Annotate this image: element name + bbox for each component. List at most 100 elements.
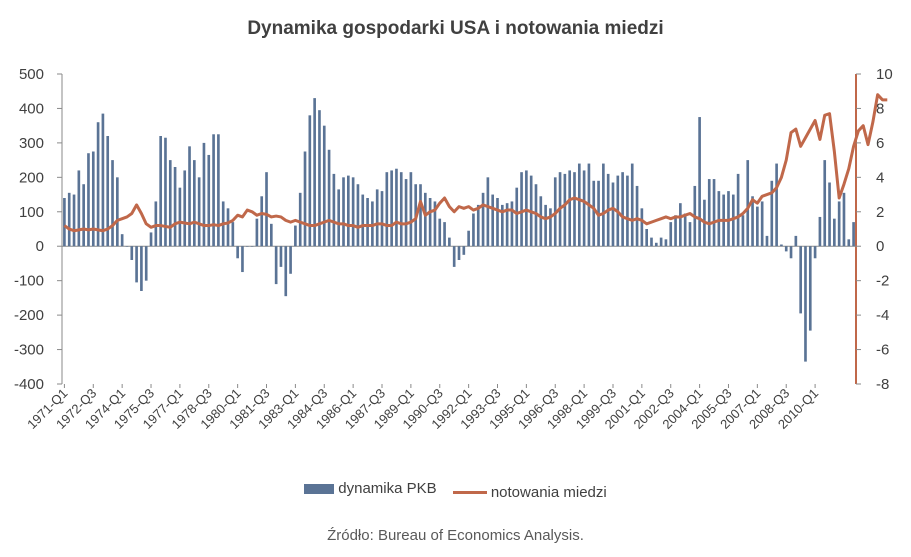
y-tick-label: -300 — [14, 342, 44, 359]
pkb-bar — [173, 167, 177, 247]
pkb-bar — [245, 246, 249, 247]
source-note: Źródło: Bureau of Economics Analysis. — [327, 527, 584, 544]
pkb-bar — [342, 177, 345, 247]
pkb-bar — [510, 201, 514, 247]
pkb-bar — [847, 239, 851, 247]
pkb-bar — [96, 122, 100, 247]
pkb-bar — [197, 177, 201, 247]
chart-title: Dynamika gospodarki USA i notowania mied… — [247, 18, 664, 39]
pkb-bar — [289, 246, 292, 274]
pkb-bar — [322, 125, 326, 247]
y-tick-label: 0 — [36, 238, 44, 255]
pkb-bar — [539, 196, 543, 247]
pkb-bar — [188, 146, 191, 247]
pkb-bar — [611, 182, 615, 247]
pkb-bar — [602, 163, 605, 247]
pkb-bar — [679, 203, 682, 247]
pkb-bar — [130, 246, 134, 260]
pkb-bar — [794, 235, 798, 247]
pkb-bar — [279, 246, 283, 267]
pkb-bar — [659, 237, 663, 247]
pkb-bar — [120, 234, 124, 247]
y2-tick-label: 6 — [876, 135, 884, 152]
pkb-bar — [265, 172, 268, 247]
pkb-bar — [308, 115, 312, 247]
pkb-bar — [674, 215, 677, 247]
legend-label-pkb: dynamika PKB — [338, 480, 437, 497]
pkb-bar — [582, 170, 586, 247]
pkb-bar — [106, 136, 110, 247]
pkb-bar — [669, 222, 673, 247]
pkb-bar — [351, 177, 355, 247]
pkb-bar — [799, 246, 802, 314]
pkb-bar — [707, 179, 711, 247]
y2-tick-label: -8 — [876, 376, 889, 393]
pkb-bar — [375, 189, 379, 247]
pkb-bar — [520, 172, 523, 247]
pkb-bar — [149, 232, 153, 247]
pkb-bar — [563, 173, 567, 247]
pkb-bar — [852, 222, 855, 247]
pkb-bar — [82, 184, 85, 247]
pkb-bar — [313, 98, 316, 247]
legend-item-pkb: dynamika PKB — [304, 480, 437, 497]
pkb-bar — [770, 180, 774, 247]
y-tick-label: -400 — [14, 376, 44, 393]
pkb-bar — [472, 213, 475, 247]
pkb-bar — [775, 163, 778, 247]
pkb-bar — [168, 160, 172, 247]
y2-tick-label: 8 — [876, 100, 884, 117]
y2-tick-label: 4 — [876, 169, 884, 186]
pkb-bar — [443, 222, 446, 247]
pkb-bar — [741, 215, 745, 247]
pkb-bar — [664, 239, 668, 247]
pkb-bar — [428, 198, 432, 247]
pkb-bar — [842, 192, 846, 247]
pkb-bar — [125, 246, 129, 247]
legend-item-copper: notowania miedzi — [452, 484, 607, 501]
pkb-bar — [457, 246, 461, 260]
pkb-bar — [804, 246, 807, 362]
pkb-bar — [193, 160, 196, 247]
pkb-bar — [212, 134, 215, 247]
pkb-bar — [72, 194, 76, 247]
pkb-bar — [409, 172, 413, 247]
pkb-bar — [573, 172, 576, 247]
y-tick-label: -100 — [14, 273, 44, 290]
pkb-bar — [515, 187, 519, 247]
pkb-bar — [438, 218, 442, 247]
pkb-bar — [144, 246, 148, 281]
chart-legend: dynamika PKB notowania miedzi — [0, 480, 911, 501]
y2-tick-label: 2 — [876, 204, 884, 221]
pkb-bar — [385, 172, 389, 247]
y-tick-label: 200 — [19, 169, 44, 186]
pkb-bar — [549, 208, 552, 247]
pkb-bar — [284, 246, 288, 297]
pkb-bar — [178, 187, 182, 247]
pkb-bar — [833, 218, 836, 247]
pkb-bar — [250, 246, 254, 247]
pkb-bar — [789, 246, 793, 259]
pkb-bar — [207, 154, 211, 247]
pkb-bar — [823, 160, 827, 247]
pkb-bar — [433, 201, 437, 247]
pkb-bar — [712, 179, 716, 247]
pkb-bar — [751, 196, 754, 247]
pkb-bar — [241, 246, 244, 273]
y2-tick-label: 10 — [876, 66, 893, 83]
pkb-bar — [500, 204, 504, 247]
y-tick-label: 300 — [19, 135, 44, 152]
pkb-bar — [183, 170, 187, 247]
pkb-bar — [231, 222, 235, 247]
pkb-bar — [481, 192, 485, 247]
legend-swatch-line — [452, 490, 487, 494]
y-tick-label: 500 — [19, 66, 44, 83]
pkb-bar — [404, 179, 408, 247]
pkb-bar — [164, 137, 167, 247]
pkb-bar — [698, 117, 701, 247]
pkb-bar — [337, 189, 341, 247]
pkb-bar — [390, 170, 393, 247]
y-tick-label: -200 — [14, 307, 44, 324]
pkb-bar — [746, 160, 750, 247]
